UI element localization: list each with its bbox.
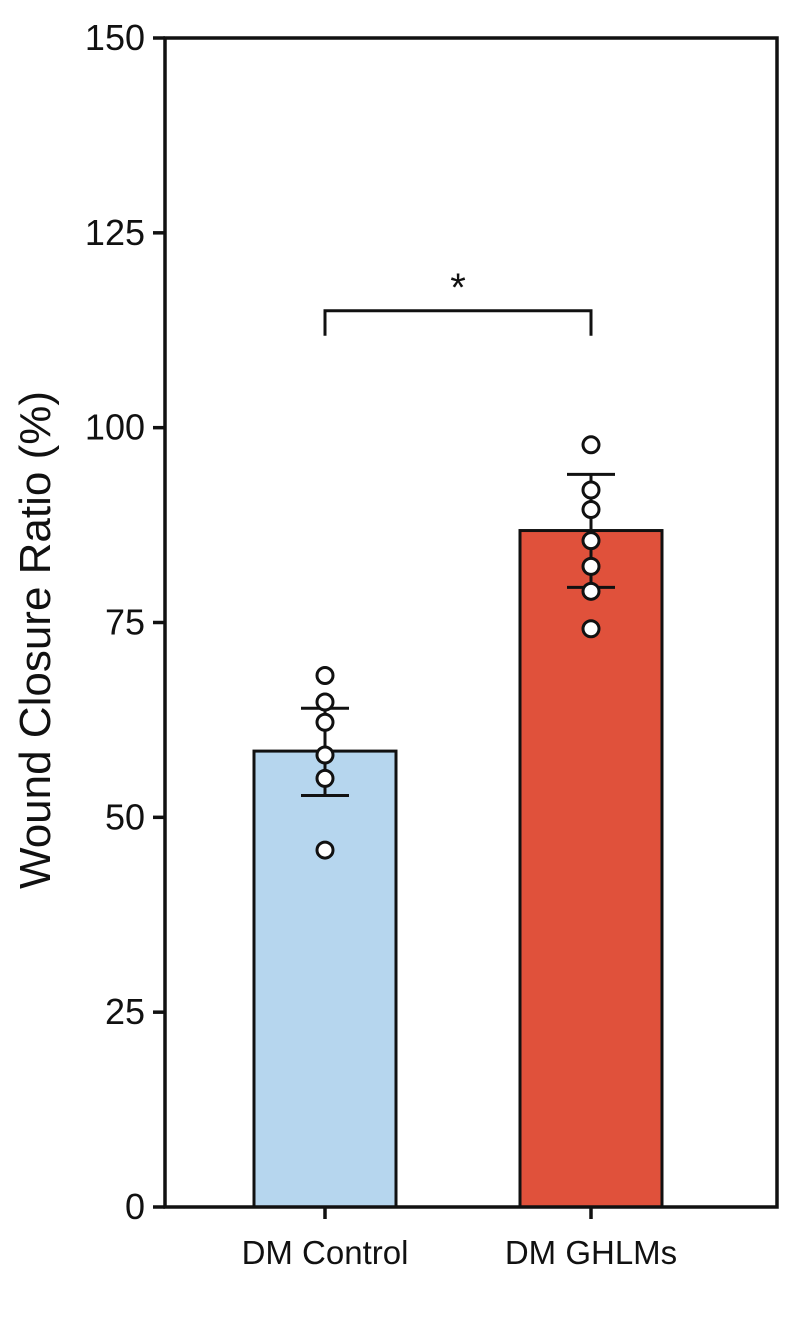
data-point-dm-ghlms-3 bbox=[581, 499, 601, 519]
data-point-dm-control-6 bbox=[315, 840, 335, 860]
bars-layer bbox=[252, 529, 664, 1209]
data-point-dm-control-1 bbox=[315, 665, 335, 685]
data-point-dm-ghlms-2 bbox=[581, 480, 601, 500]
significance-layer: * bbox=[323, 266, 593, 336]
data-point-dm-control-4 bbox=[315, 745, 335, 765]
bar-dm-ghlms bbox=[518, 529, 664, 1209]
data-point-dm-ghlms-6 bbox=[581, 581, 601, 601]
y-tick-label-50: 50 bbox=[105, 796, 145, 837]
data-point-dm-control-2 bbox=[315, 692, 335, 712]
y-tick-label-100: 100 bbox=[85, 407, 145, 448]
y-axis-title: Wound Closure Ratio (%) bbox=[11, 391, 60, 889]
data-point-dm-ghlms-1 bbox=[581, 435, 601, 455]
data-point-dm-ghlms-7 bbox=[581, 619, 601, 639]
bar-dm-control bbox=[252, 749, 398, 1209]
x-tick-label-dm-ghlms: DM GHLMs bbox=[505, 1234, 677, 1271]
data-point-dm-ghlms-4 bbox=[581, 531, 601, 551]
y-tick-label-75: 75 bbox=[105, 602, 145, 643]
y-tick-label-125: 125 bbox=[85, 212, 145, 253]
y-tick-label-25: 25 bbox=[105, 991, 145, 1032]
data-point-dm-ghlms-5 bbox=[581, 556, 601, 576]
x-tick-label-dm-control: DM Control bbox=[242, 1234, 409, 1271]
y-tick-label-150: 150 bbox=[85, 17, 145, 58]
significance-bracket bbox=[323, 309, 593, 336]
axes-layer: 0 25 50 75 100 125 150 DM Control DM GHLMs bbox=[85, 17, 779, 1271]
data-point-dm-control-3 bbox=[315, 712, 335, 732]
points-layer bbox=[315, 435, 601, 860]
y-tick-label-0: 0 bbox=[125, 1186, 145, 1227]
significance-label: * bbox=[450, 266, 466, 310]
data-point-dm-control-5 bbox=[315, 768, 335, 788]
